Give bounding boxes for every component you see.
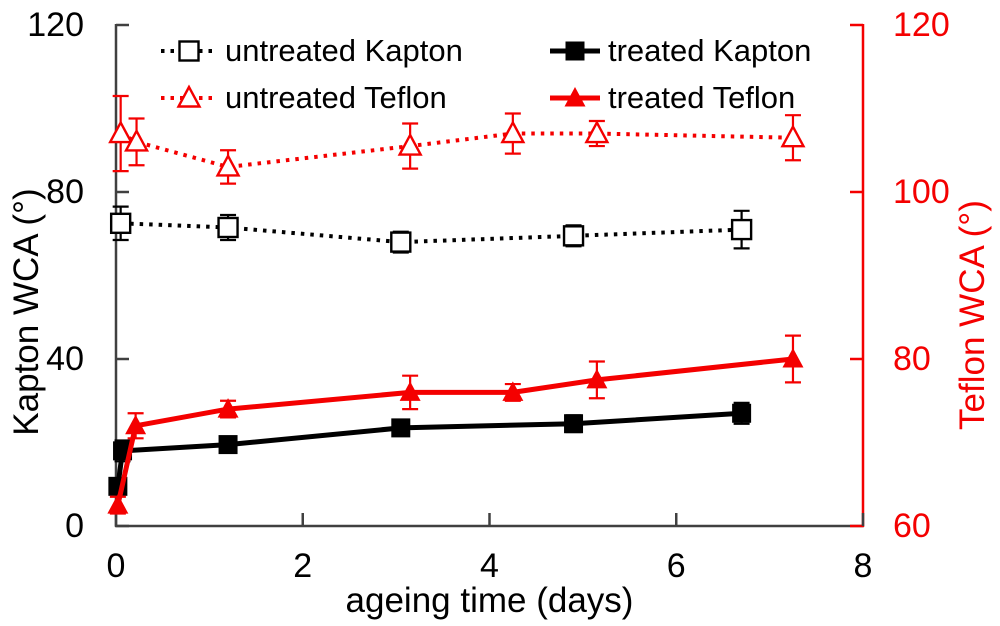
left-tick-label: 0 bbox=[65, 507, 84, 545]
series-untreated-Teflon bbox=[108, 94, 806, 185]
left-tick-label: 40 bbox=[46, 340, 84, 378]
series-treated-Kapton bbox=[108, 401, 752, 496]
untreated-kapton-open-square-icon bbox=[161, 40, 217, 62]
legend-label: treated Kapton bbox=[608, 33, 812, 68]
right-tick-label: 60 bbox=[893, 507, 931, 545]
x-tick-label: 6 bbox=[667, 547, 686, 585]
x-axis-title: ageing time (days) bbox=[345, 581, 634, 620]
left-tick-label: 80 bbox=[46, 173, 84, 211]
legend-label: untreated Teflon bbox=[225, 80, 447, 115]
legend-label: untreated Kapton bbox=[225, 33, 463, 68]
x-tick-label: 0 bbox=[107, 547, 126, 585]
right-axis-title: Teflon WCA (°) bbox=[953, 200, 992, 430]
right-tick-label: 100 bbox=[893, 173, 950, 211]
x-tick-label: 2 bbox=[293, 547, 312, 585]
left-axis-title: Kapton WCA (°) bbox=[7, 188, 46, 436]
legend-item-untreated-kapton: untreated Kapton bbox=[160, 32, 463, 70]
x-tick-label: 4 bbox=[480, 547, 499, 585]
legend-item-treated-kapton: treated Kapton bbox=[549, 32, 811, 70]
legend-label: treated Teflon bbox=[608, 80, 796, 115]
series-untreated-Kapton bbox=[109, 205, 753, 254]
treated-kapton-filled-square-icon bbox=[550, 41, 600, 61]
right-tick-label: 120 bbox=[893, 6, 950, 44]
x-tick-label: 8 bbox=[854, 547, 873, 585]
untreated-teflon-open-triangle-icon bbox=[161, 84, 217, 108]
legend-item-treated-teflon: treated Teflon bbox=[549, 79, 795, 117]
left-tick-label: 120 bbox=[27, 6, 84, 44]
right-tick-label: 80 bbox=[893, 340, 931, 378]
legend-item-untreated-teflon: untreated Teflon bbox=[160, 79, 447, 117]
treated-teflon-filled-triangle-icon bbox=[550, 87, 600, 107]
series-treated-Teflon bbox=[107, 334, 804, 515]
